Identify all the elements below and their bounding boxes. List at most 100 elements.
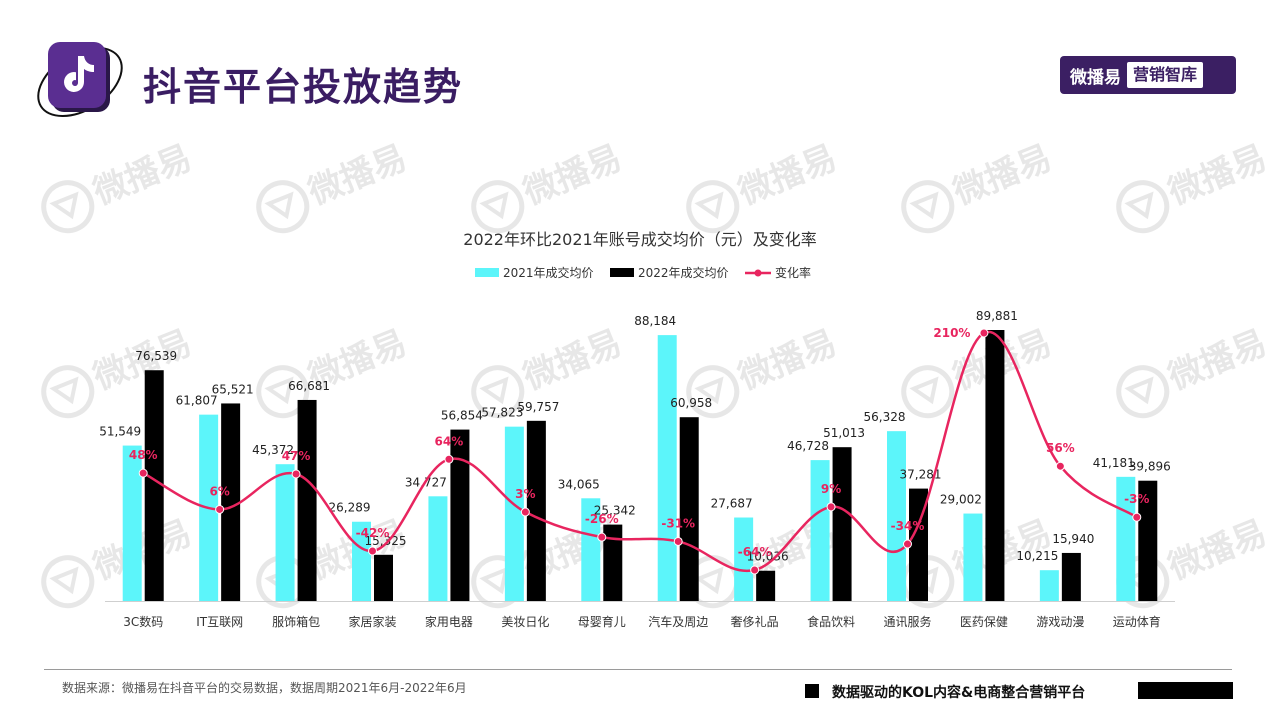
change-rate-point xyxy=(750,565,760,575)
bar-label-2021: 10,215 xyxy=(1016,549,1058,563)
bar-label-2021: 27,687 xyxy=(711,497,753,511)
data-source-note: 数据来源：微播易在抖音平台的交易数据，数据周期2021年6月-2022年6月 xyxy=(62,681,467,695)
footer-divider xyxy=(44,669,1232,670)
bar-label-2021: 56,328 xyxy=(864,410,906,424)
x-tick-label: 运动体育 xyxy=(1113,614,1161,629)
change-rate-label: 47% xyxy=(282,449,311,463)
bar-label-2022: 37,281 xyxy=(900,468,942,482)
bar-2022 xyxy=(679,417,699,601)
legend-swatch-2022 xyxy=(610,268,634,277)
bar-label-2022: 51,013 xyxy=(823,426,865,440)
change-rate-label: 56% xyxy=(1046,441,1075,455)
change-rate-label: 6% xyxy=(209,484,229,498)
change-rate-point xyxy=(597,532,607,542)
legend-marker-change xyxy=(754,269,762,277)
change-rate-point xyxy=(138,468,148,478)
bar-label-2021: 51,549 xyxy=(99,425,141,439)
bar-label-2022: 60,958 xyxy=(670,396,712,410)
bar-2022 xyxy=(450,429,470,601)
bar-label-2021: 61,807 xyxy=(176,394,218,408)
bar-2021 xyxy=(734,517,754,601)
x-tick-label: 3C数码 xyxy=(123,614,163,629)
x-tick-label: 医药保健 xyxy=(960,615,1008,629)
brand-subtitle: 营销智库 xyxy=(1127,62,1204,88)
change-rate-label: 48% xyxy=(129,448,158,462)
change-rate-point xyxy=(444,454,454,464)
legend-label-2021: 2021年成交均价 xyxy=(503,265,594,280)
x-tick-label: 服饰箱包 xyxy=(272,614,320,629)
bar-2021 xyxy=(963,513,983,601)
bar-2022 xyxy=(1061,552,1081,601)
x-tick-label: 家用电器 xyxy=(425,614,473,629)
bar-label-2022: 15,940 xyxy=(1052,532,1094,546)
change-rate-label: -34% xyxy=(891,519,925,533)
chart-legend: 2021年成交均价 2022年成交均价 变化率 xyxy=(475,265,811,280)
bar-2022 xyxy=(756,570,776,601)
change-rate-point xyxy=(826,502,836,512)
bar-label-2022: 89,881 xyxy=(976,309,1018,323)
bar-label-2022: 59,757 xyxy=(517,400,559,414)
bar-2022 xyxy=(526,420,546,601)
bar-label-2022: 56,854 xyxy=(441,409,483,423)
tagline-marker xyxy=(805,684,819,698)
change-rate-point xyxy=(1132,512,1142,522)
change-rate-label: -31% xyxy=(661,516,695,530)
legend-label-change: 变化率 xyxy=(775,265,811,280)
page-title: 抖音平台投放趋势 xyxy=(143,65,464,109)
change-rate-label: 64% xyxy=(435,434,464,448)
x-tick-label: 食品饮料 xyxy=(807,614,855,629)
bar-2021 xyxy=(581,498,601,601)
chart-title: 2022年环比2021年账号成交均价（元）及变化率 xyxy=(463,230,816,249)
bar-2022 xyxy=(374,554,393,601)
bar-label-2021: 57,823 xyxy=(481,406,523,420)
x-tick-label: 奢侈礼品 xyxy=(731,614,779,629)
bar-2021 xyxy=(122,445,142,601)
tagline: 数据驱动的KOL内容&电商整合营销平台 xyxy=(832,685,1086,701)
bar-2022 xyxy=(297,399,317,601)
bar-2022 xyxy=(909,488,928,601)
change-rate-label: -64% xyxy=(738,545,772,559)
bar-2022 xyxy=(603,524,623,601)
change-rate-label: 9% xyxy=(821,482,841,496)
bar-2021 xyxy=(428,496,448,601)
bar-2022 xyxy=(1138,480,1158,601)
bar-2021 xyxy=(657,335,677,601)
change-rate-point xyxy=(520,507,530,517)
bar-2021 xyxy=(352,521,371,601)
bar-label-2021: 26,289 xyxy=(329,501,371,515)
bar-label-2022: 39,896 xyxy=(1129,460,1171,474)
change-rate-point xyxy=(903,539,912,549)
x-tick-label: 美妆日化 xyxy=(501,615,549,629)
bar-2021 xyxy=(887,431,906,601)
brand-name: 微播易 xyxy=(1070,67,1121,88)
x-tick-label: 游戏动漫 xyxy=(1036,615,1084,629)
bar-2022 xyxy=(221,403,241,601)
bar-2021 xyxy=(504,426,524,601)
bar-label-2022: 65,521 xyxy=(212,382,254,396)
tagline-bar xyxy=(1138,682,1233,699)
legend-label-2022: 2022年成交均价 xyxy=(638,265,729,280)
change-rate-label: -42% xyxy=(356,526,390,540)
bar-label-2022: 76,539 xyxy=(135,349,177,363)
change-rate-point xyxy=(979,328,989,338)
bar-2022 xyxy=(832,447,852,601)
bar-label-2021: 46,728 xyxy=(787,439,829,453)
x-tick-label: 家居家装 xyxy=(348,614,396,629)
x-tick-label: 汽车及周边 xyxy=(648,614,708,629)
bar-label-2022: 66,681 xyxy=(288,379,330,393)
x-tick-label: 通讯服务 xyxy=(883,614,931,629)
bar-label-2022: 25,342 xyxy=(594,504,636,518)
change-rate-point xyxy=(291,469,301,479)
bar-2021 xyxy=(275,464,295,601)
x-tick-label: IT互联网 xyxy=(196,615,243,629)
bar-2022 xyxy=(985,330,1005,601)
bar-label-2021: 41,181 xyxy=(1093,456,1135,470)
change-rate-point xyxy=(368,546,377,556)
bar-2021 xyxy=(810,460,830,601)
bar-label-2021: 45,372 xyxy=(252,443,294,457)
change-rate-label: 3% xyxy=(515,487,535,501)
change-rate-label: -3% xyxy=(1124,492,1149,506)
change-rate-point xyxy=(1055,461,1065,471)
bar-label-2021: 88,184 xyxy=(634,314,676,328)
